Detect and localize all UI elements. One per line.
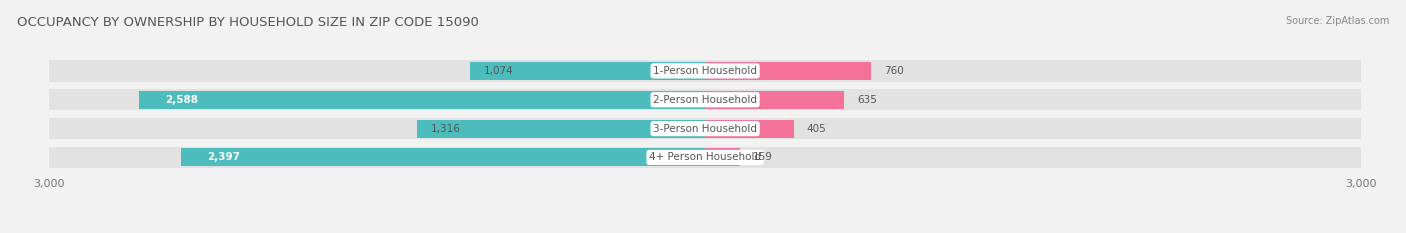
Text: 2,588: 2,588 bbox=[166, 95, 198, 105]
Text: 4+ Person Household: 4+ Person Household bbox=[650, 152, 761, 162]
Bar bbox=[470, 62, 706, 80]
Bar bbox=[706, 120, 793, 137]
Text: 635: 635 bbox=[858, 95, 877, 105]
Text: Source: ZipAtlas.com: Source: ZipAtlas.com bbox=[1285, 16, 1389, 26]
Bar bbox=[49, 147, 706, 168]
Text: 159: 159 bbox=[754, 152, 773, 162]
Text: 2,397: 2,397 bbox=[207, 152, 240, 162]
Bar bbox=[181, 148, 706, 166]
Bar bbox=[706, 118, 1361, 139]
Bar bbox=[706, 147, 1361, 168]
Text: OCCUPANCY BY OWNERSHIP BY HOUSEHOLD SIZE IN ZIP CODE 15090: OCCUPANCY BY OWNERSHIP BY HOUSEHOLD SIZE… bbox=[17, 16, 479, 29]
Text: 1,316: 1,316 bbox=[430, 123, 460, 134]
Bar bbox=[706, 91, 844, 109]
Bar bbox=[139, 91, 706, 109]
Text: 760: 760 bbox=[884, 66, 904, 76]
Text: 1-Person Household: 1-Person Household bbox=[654, 66, 756, 76]
Bar bbox=[706, 60, 1361, 82]
Bar bbox=[706, 62, 872, 80]
Bar bbox=[706, 148, 740, 166]
Text: 405: 405 bbox=[807, 123, 827, 134]
Text: 3-Person Household: 3-Person Household bbox=[654, 123, 756, 134]
Bar bbox=[49, 118, 706, 139]
Bar bbox=[706, 89, 1361, 110]
Bar bbox=[49, 60, 706, 82]
Text: 1,074: 1,074 bbox=[484, 66, 513, 76]
Text: 2-Person Household: 2-Person Household bbox=[654, 95, 756, 105]
Bar bbox=[49, 89, 706, 110]
Bar bbox=[418, 120, 706, 137]
